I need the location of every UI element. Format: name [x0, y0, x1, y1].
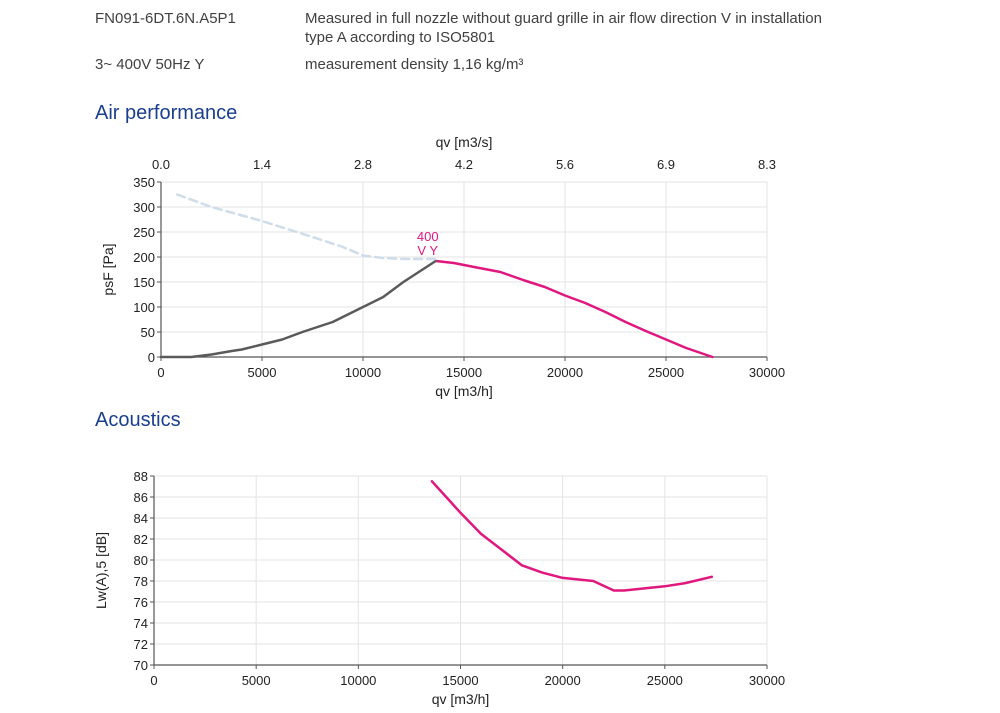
acoustic-y-axis-label: Lw(A),5 [dB]: [93, 532, 109, 609]
acoustic-y-tick-label: 70: [134, 658, 148, 673]
air-y-tick-label: 50: [141, 325, 155, 340]
air-x-tick-label: 5000: [248, 365, 277, 380]
air-y-axis-label: psF [Pa]: [100, 243, 116, 295]
air-series-line-0: [434, 259, 714, 359]
air-top-tick-label: 0.0: [152, 157, 170, 172]
air-y-tick-label: 0: [148, 350, 155, 365]
air-y-tick-label: 100: [133, 300, 155, 315]
acoustic-x-tick-label: 5000: [242, 673, 271, 688]
acoustic-x-axis-label: qv [m3/h]: [432, 691, 490, 707]
acoustic-y-tick-label: 80: [134, 553, 148, 568]
air-top-tick-label: 8.3: [758, 157, 776, 172]
acoustic-y-tick-label: 88: [134, 469, 148, 484]
measurement-description-line2: type A according to ISO5801: [305, 29, 496, 46]
acoustic-y-tick-label: 74: [134, 616, 148, 631]
fan-model: FN091-6DT.6N.A5P1: [95, 10, 236, 27]
air-x-tick-label: 15000: [446, 365, 482, 380]
acoustic-y-tick-label: 84: [134, 511, 148, 526]
air-top-tick-label: 1.4: [253, 157, 271, 172]
air-x-tick-label: 20000: [547, 365, 583, 380]
air-x-tick-label: 10000: [345, 365, 381, 380]
supply-voltage: 3~ 400V 50Hz Y: [95, 56, 205, 73]
acoustic-x-tick-label: 30000: [749, 673, 785, 688]
air-top-tick-label: 6.9: [657, 157, 675, 172]
acoustic-y-tick-label: 72: [134, 637, 148, 652]
air-y-tick-label: 250: [133, 225, 155, 240]
acoustic-y-tick-label: 76: [134, 595, 148, 610]
air-x-tick-label: 0: [157, 365, 164, 380]
air-performance-title: Air performance: [95, 102, 238, 124]
acoustic-y-tick-label: 78: [134, 574, 148, 589]
air-series-line-2: [175, 193, 437, 261]
air-y-tick-label: 350: [133, 175, 155, 190]
air-top-tick-label: 5.6: [556, 157, 574, 172]
air-series-line-1: [159, 259, 437, 359]
air-curve-label-connection: V Y: [417, 243, 438, 258]
acoustic-y-tick-label: 82: [134, 532, 148, 547]
acoustic-x-tick-label: 0: [150, 673, 157, 688]
air-y-tick-label: 300: [133, 200, 155, 215]
air-y-tick-label: 200: [133, 250, 155, 265]
air-y-tick-label: 150: [133, 275, 155, 290]
measurement-density: measurement density 1,16 kg/m³: [305, 56, 524, 73]
air-top-tick-label: 2.8: [354, 157, 372, 172]
acoustic-x-tick-label: 25000: [647, 673, 683, 688]
acoustic-x-tick-label: 10000: [340, 673, 376, 688]
acoustic-x-tick-label: 15000: [442, 673, 478, 688]
measurement-description-line1: Measured in full nozzle without guard gr…: [305, 10, 822, 27]
acoustic-series-line-0: [430, 480, 714, 592]
air-curve-label-speed: 400: [417, 229, 439, 244]
acoustic-x-tick-label: 20000: [545, 673, 581, 688]
air-x-axis-label: qv [m3/h]: [435, 383, 493, 399]
air-top-axis-label: qv [m3/s]: [436, 134, 493, 150]
air-top-tick-label: 4.2: [455, 157, 473, 172]
acoustic-y-tick-label: 86: [134, 490, 148, 505]
air-x-tick-label: 25000: [648, 365, 684, 380]
air-x-tick-label: 30000: [749, 365, 785, 380]
acoustics-title: Acoustics: [95, 409, 181, 431]
